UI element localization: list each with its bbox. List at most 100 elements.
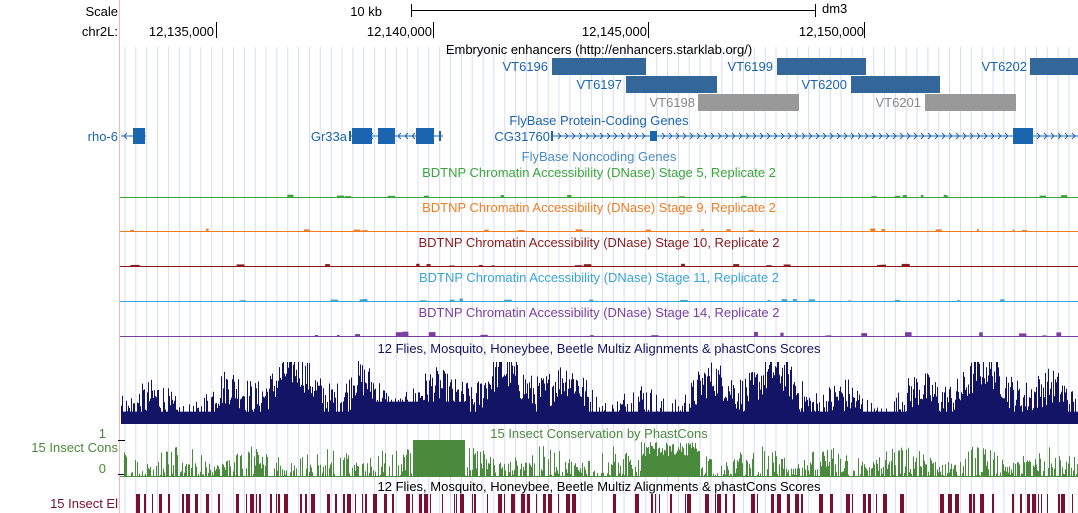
dnase-signal [133, 264, 140, 267]
dnase-signal [395, 332, 403, 337]
dnase-signal [881, 264, 886, 267]
insect-el-element [777, 494, 781, 513]
enhancer-label[interactable]: VT6196 [502, 59, 548, 74]
dnase-signal [449, 265, 455, 267]
dnase-signal [449, 299, 455, 302]
dnase-signal [355, 334, 360, 337]
dnase-signal [500, 195, 505, 198]
strand-arrow [941, 132, 946, 140]
gene-exon [1013, 128, 1033, 144]
dnase-signal [589, 335, 594, 337]
dnase-signal [459, 298, 463, 302]
enhancer-block [698, 94, 799, 111]
dnase-track-title[interactable]: BDTNP Chromatin Accessibility (DNase) St… [422, 165, 776, 180]
dnase-signal [1000, 299, 1005, 302]
insect-el-element [527, 494, 530, 513]
noncoding-track-title[interactable]: FlyBase Noncoding Genes [521, 149, 677, 164]
dnase-signal [504, 299, 512, 302]
enhancer-label[interactable]: VT6200 [801, 77, 847, 92]
insect-el-element [846, 494, 850, 513]
gene-label[interactable]: rho-6 [87, 129, 118, 144]
insect-el-element [256, 494, 257, 513]
enhancer-label[interactable]: VT6198 [649, 95, 695, 110]
strand-arrow [794, 132, 799, 140]
strand-arrow [857, 132, 862, 140]
dnase-track-title[interactable]: BDTNP Chromatin Accessibility (DNase) St… [418, 235, 780, 250]
dnase-signal [583, 264, 592, 267]
insect-el-element [327, 494, 330, 513]
dnase-signal [480, 334, 488, 337]
enhancer-label[interactable]: VT6197 [576, 77, 622, 92]
insect-el-element [460, 494, 464, 513]
insect-el-side-label[interactable]: 15 Insect El [50, 496, 118, 511]
dnase-track-title[interactable]: BDTNP Chromatin Accessibility (DNase) St… [418, 305, 780, 320]
dnase-signal [935, 229, 942, 232]
strand-arrow [752, 132, 757, 140]
dnase-signal [428, 332, 436, 337]
gene-label[interactable]: Gr33a [310, 129, 347, 144]
dnase-signal [726, 229, 731, 232]
strand-arrow [899, 132, 904, 140]
dnase-signal [766, 265, 772, 267]
strand-arrow [599, 132, 604, 140]
strand-arrow [766, 132, 771, 140]
chrom-label: chr2L: [81, 24, 118, 39]
dnase-signal [780, 332, 784, 337]
insect-cons-side-label[interactable]: 15 Insect Cons [31, 440, 118, 455]
enhancer-label[interactable]: VT6201 [875, 95, 921, 110]
enhancers-track-title[interactable]: Embryonic enhancers (http://enhancers.st… [445, 42, 753, 57]
scale-label: Scale [85, 4, 118, 19]
dnase-signal [678, 196, 685, 198]
strand-arrow [661, 132, 666, 140]
dnase-signal [808, 299, 815, 302]
insect-el-element [940, 494, 944, 513]
gene-exon [133, 128, 145, 144]
strand-arrow [606, 132, 611, 140]
dnase-signal [754, 331, 758, 337]
multiz-track-title[interactable]: 12 Flies, Mosquito, Honeybee, Beetle Mul… [377, 341, 821, 356]
protein-coding-track-title[interactable]: FlyBase Protein-Coding Genes [509, 113, 689, 128]
dnase-signal [1061, 195, 1068, 198]
insect-el-element [771, 494, 774, 513]
gene-label[interactable]: CG31760 [494, 129, 550, 144]
gene-exon [352, 128, 372, 144]
enhancer-label[interactable]: VT6199 [727, 59, 773, 74]
strand-arrow [724, 132, 729, 140]
dnase-signal [589, 299, 594, 302]
dnase-signal [902, 195, 907, 198]
gene-exon [378, 128, 395, 144]
insect-el-element [1072, 494, 1073, 513]
dnase-track-title[interactable]: BDTNP Chromatin Accessibility (DNase) St… [418, 270, 780, 285]
enhancer-label[interactable]: VT6202 [981, 59, 1027, 74]
insect-el-element [384, 494, 387, 513]
dnase-signal [491, 265, 495, 267]
insect-cons-track-title[interactable]: 15 Insect Conservation by PhastCons [490, 426, 708, 441]
gene-utr [439, 131, 441, 141]
strand-arrow [668, 132, 673, 140]
strand-arrow [780, 132, 785, 140]
dnase-signal [748, 229, 754, 232]
strand-arrow [1036, 132, 1041, 140]
dnase-signal [881, 229, 886, 232]
dnase-signal [848, 300, 852, 302]
dnase-track-title[interactable]: BDTNP Chromatin Accessibility (DNase) St… [422, 200, 776, 215]
insect-el-track-title[interactable]: 12 Flies, Mosquito, Honeybee, Beetle Mul… [377, 479, 821, 494]
insect-el-element [504, 494, 505, 513]
insect-el-element [1027, 494, 1030, 513]
strand-arrow [1043, 132, 1048, 140]
dnase-signal [901, 263, 910, 267]
dnase-signal [416, 263, 420, 267]
strand-arrow [675, 132, 680, 140]
dnase-signal [287, 194, 294, 198]
insect-el-element [883, 494, 887, 513]
strand-arrow [787, 132, 792, 140]
dnase-signal [783, 264, 791, 267]
insect-el-element [442, 494, 443, 513]
insect-el-element [1020, 494, 1022, 513]
insect-el-element [1038, 494, 1039, 513]
strand-arrow [123, 132, 128, 140]
gene-exon [416, 128, 434, 144]
enhancer-block [1030, 58, 1078, 75]
insect-el-element [900, 494, 904, 513]
